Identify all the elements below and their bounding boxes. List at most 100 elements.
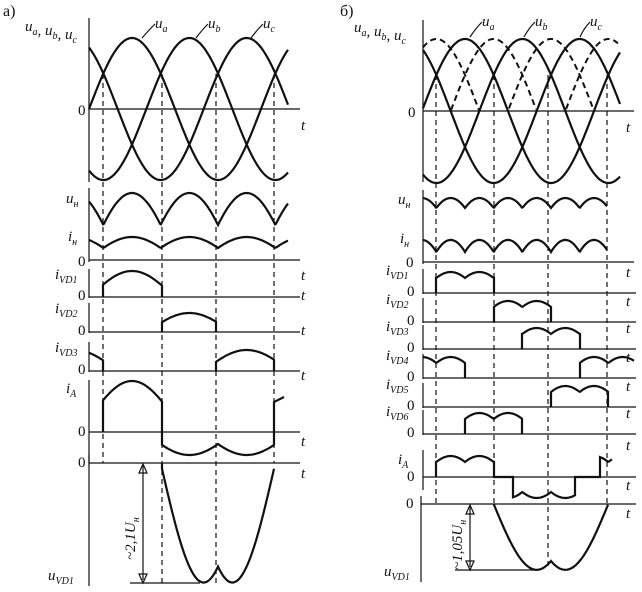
phase-b-curve-b <box>422 37 621 185</box>
t-label-a: t <box>301 323 306 339</box>
panel-b-title: б) <box>340 3 353 20</box>
t-label-a: t <box>301 466 306 482</box>
row-label-i-a-b: iA <box>398 452 409 471</box>
phase-label-1-a: ub <box>208 16 221 35</box>
t-label-a: t <box>301 368 306 384</box>
t-label-b: t <box>626 294 631 310</box>
phase-c-curve-b <box>422 37 622 185</box>
diode-current-pulse-vd2-b <box>492 299 553 322</box>
arrow-head-down-b <box>465 560 475 572</box>
phase-label-0-b: ua <box>482 14 495 33</box>
row-label-i-vd3-b: iVD3 <box>386 319 409 338</box>
load-voltage-curve-b <box>422 196 608 210</box>
phase-b-curve-a <box>88 36 289 182</box>
phase-label-leader-b <box>579 21 591 38</box>
row-label-u-load-b: uн <box>398 192 411 211</box>
diode-current-pulse-vd5-b <box>549 384 610 407</box>
arrow-head-down-a <box>138 573 148 585</box>
zero-label-b: 0 <box>407 469 415 485</box>
phase-label-leader-b <box>523 21 536 38</box>
inverted-phase-c-curve-b <box>450 38 537 111</box>
phase-label-leader-b <box>469 21 483 38</box>
load-voltage-curve-a <box>88 191 289 228</box>
arrow-head-up-a <box>138 462 148 474</box>
t-label-a: t <box>301 118 306 134</box>
zero-label-b: 0 <box>407 284 415 300</box>
t-label-b: t <box>626 478 631 494</box>
zero-label-b: 0 <box>406 255 414 271</box>
t-label-b: t <box>626 406 631 422</box>
row-label-u-load-a: uн <box>66 191 79 210</box>
phase-a-current-curve-a <box>101 379 285 457</box>
dimension-label-a: ~2,1Uн <box>123 517 142 560</box>
phase-label-leader-a <box>250 23 264 39</box>
diode-voltage-curve-a <box>160 463 276 584</box>
row-label-i-vd4-b: iVD4 <box>386 348 409 367</box>
panel-a-title: а) <box>3 3 15 20</box>
diode-current-pulse-vd3-b <box>520 326 582 349</box>
t-label-b: t <box>626 321 631 337</box>
zero-label-b: 0 <box>407 369 415 385</box>
zero-label-b: 0 <box>408 105 416 121</box>
row-label-u-vd1-a: uVD1 <box>48 568 74 587</box>
row-label-i-a-a: iA <box>66 381 77 400</box>
t-label-b: t <box>626 265 631 281</box>
zero-label-b: 0 <box>407 398 415 414</box>
diode-current-pulse-vd1-a <box>101 269 164 297</box>
t-label-b: t <box>626 438 631 454</box>
t-label-a: t <box>301 288 306 304</box>
t-label-a: t <box>301 268 306 284</box>
phase-voltage-axis-label-b: ua, ub, uc <box>354 20 407 47</box>
zero-label-a: 0 <box>78 455 86 471</box>
row-label-i-vd2-a: iVD2 <box>55 301 78 320</box>
row-label-i-vd6-b: iVD6 <box>386 404 409 423</box>
zero-label-a: 0 <box>78 103 86 119</box>
row-label-i-vd5-b: iVD5 <box>386 377 409 396</box>
t-label-b: t <box>626 379 631 395</box>
row-label-i-load-a: iн <box>68 229 77 248</box>
diode-voltage-curve-b <box>492 504 610 571</box>
phase-label-0-a: ua <box>155 16 168 35</box>
diode-current-pulse-vd4-b <box>578 355 635 378</box>
phase-label-1-b: ub <box>535 14 548 33</box>
phase-a-current-curve-b <box>434 454 613 500</box>
zero-label-b: 0 <box>407 340 415 356</box>
t-label-b: t <box>626 506 631 522</box>
zero-label-b: 0 <box>407 425 415 441</box>
phase-voltage-axis-label-a: ua, ub, uc <box>25 19 78 46</box>
phase-a-curve-b <box>421 37 621 185</box>
phase-label-2-b: uc <box>590 14 603 33</box>
arrow-head-up-b <box>465 503 475 515</box>
phase-c-curve-a <box>88 36 290 182</box>
zero-label-a: 0 <box>78 254 86 270</box>
zero-label-a: 0 <box>78 323 86 339</box>
zero-label-b: 0 <box>406 496 414 512</box>
diode-current-pulse-vd3-start-a <box>88 351 105 371</box>
t-label-b: t <box>626 120 631 136</box>
diode-current-pulse-vd2-a <box>160 311 218 332</box>
phase-label-leader-a <box>195 23 209 39</box>
dimension-label-b: ~1,05Uн <box>450 520 469 570</box>
row-label-i-vd3-a: iVD3 <box>55 340 78 359</box>
phase-a-curve-a <box>87 36 289 182</box>
zero-label-a: 0 <box>78 288 86 304</box>
row-label-u-vd1-b: uVD1 <box>384 564 410 583</box>
phase-label-leader-a <box>141 23 156 39</box>
load-current-curve-a <box>88 235 289 250</box>
inverted-phase-a-curve-b <box>508 38 595 112</box>
zero-label-b: 0 <box>407 313 415 329</box>
inverted-phase-b-curve-b <box>422 38 619 111</box>
load-current-curve-b <box>422 238 608 255</box>
phase-label-2-a: uc <box>263 16 276 35</box>
zero-label-a: 0 <box>78 424 86 440</box>
diode-current-pulse-vd4-b <box>422 355 467 378</box>
row-label-i-vd1-b: iVD1 <box>386 263 409 282</box>
zero-label-a: 0 <box>78 362 86 378</box>
diode-current-pulse-vd6-b <box>463 411 524 434</box>
row-label-i-vd2-b: iVD2 <box>386 292 409 311</box>
diode-current-pulse-vd1-b <box>434 270 496 293</box>
row-label-i-vd1-a: iVD1 <box>55 267 78 286</box>
row-label-i-load-b: iн <box>400 231 409 250</box>
